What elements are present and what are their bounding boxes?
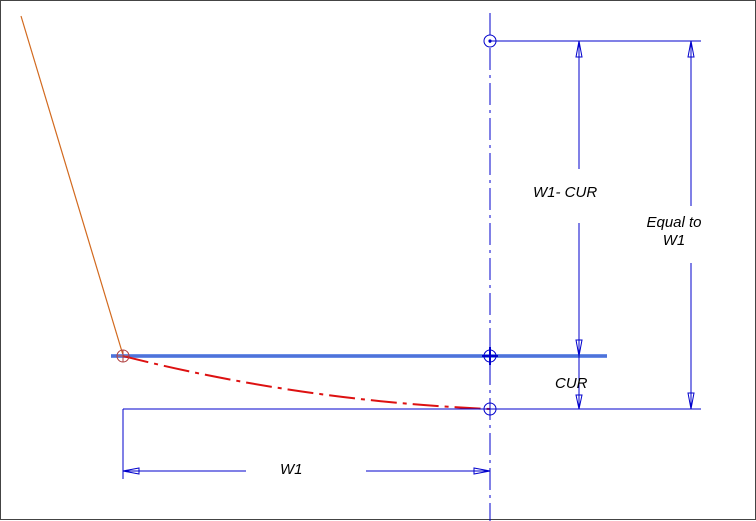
- equal-to-w1-label: Equal to W1: [644, 214, 704, 250]
- equal-to-w1-arrow-top: [687, 40, 695, 58]
- node-marker-center: [482, 347, 498, 365]
- node-marker-top: [483, 34, 497, 48]
- w1-arrow-right: [473, 467, 491, 475]
- sloped-edge-line: [20, 15, 124, 356]
- w1-arrow-left: [122, 467, 140, 475]
- equal-to-w1-arrow-bottom: [687, 392, 695, 410]
- equal-to-w1-label-line2: W1: [662, 232, 686, 249]
- equal-to-w1-label-line1: Equal to: [646, 214, 702, 231]
- w1-minus-cur-label: W1- CUR: [533, 184, 598, 201]
- w1-cur-arrow-top: [575, 40, 583, 58]
- cur-label: CUR: [555, 375, 588, 392]
- w1-label: W1: [280, 461, 303, 478]
- node-marker-bottom: [483, 402, 497, 416]
- node-marker-left: [116, 349, 130, 363]
- deflection-curve: [122, 355, 491, 410]
- cur-arrow-bottom: [575, 394, 583, 410]
- w1-cur-arrow-bottom: [575, 339, 583, 357]
